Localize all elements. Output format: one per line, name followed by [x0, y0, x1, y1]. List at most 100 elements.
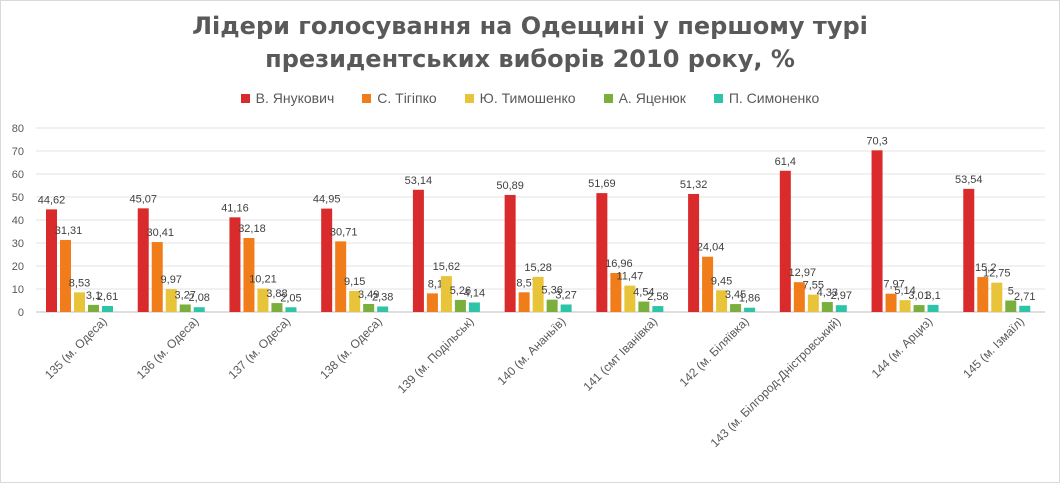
chart-title-line-1: Лідери голосування на Одещині у першому …: [192, 12, 868, 40]
data-label: 3,01: [908, 290, 929, 302]
chart-title-line-2: президентських виборів 2010 року, %: [265, 45, 795, 73]
category-label: 135 (м. Одеса): [42, 314, 110, 382]
data-label: 12,75: [983, 268, 1011, 280]
y-tick-label: 0: [18, 307, 24, 319]
bar: [137, 208, 149, 312]
data-label: 2,71: [1014, 291, 1035, 303]
bar: [518, 292, 530, 312]
data-label: 3,45: [725, 289, 746, 301]
y-tick-label: 70: [12, 146, 24, 158]
data-label: 70,3: [866, 135, 887, 147]
bar: [335, 241, 347, 312]
category-label: 145 (м. Ізмаїл): [960, 314, 1027, 381]
data-label: 7,55: [803, 280, 824, 292]
data-label: 3,27: [555, 289, 576, 301]
bar: [412, 189, 424, 312]
data-label: 31,31: [55, 225, 83, 237]
bar: [229, 217, 241, 312]
data-label: 2,38: [372, 292, 393, 304]
data-label: 2,05: [280, 292, 301, 304]
chart-title: Лідери голосування на Одещині у першому …: [0, 10, 1060, 76]
category-label: 141 (смт Іванівка): [580, 314, 660, 394]
bar: [102, 305, 113, 312]
bar: [504, 194, 516, 312]
bar: [285, 307, 297, 312]
data-label: 5,36: [541, 285, 562, 297]
data-label: 8,53: [69, 277, 90, 289]
data-label: 9,97: [161, 274, 182, 286]
data-label: 5: [1008, 286, 1014, 298]
data-label: 5,26: [450, 285, 471, 297]
bar: [271, 303, 283, 312]
y-tick-label: 20: [12, 261, 24, 273]
data-label: 2,61: [97, 291, 118, 303]
bar: [560, 304, 572, 312]
data-label: 5,14: [894, 285, 915, 297]
legend-swatch: [464, 93, 474, 103]
bar: [426, 293, 438, 312]
bar: [899, 300, 911, 312]
data-label: 4,54: [633, 287, 654, 299]
data-label: 1,86: [739, 293, 760, 305]
data-label: 3,88: [266, 288, 287, 300]
category-label: 136 (м. Одеса): [134, 314, 202, 382]
legend-item-4: П. Симоненко: [713, 90, 820, 106]
bar: [468, 302, 480, 312]
legend-swatch: [240, 93, 250, 103]
legend-item-2: Ю. Тимошенко: [464, 90, 576, 106]
legend-label: С. Тігіпко: [377, 90, 437, 106]
bar: [321, 208, 333, 312]
data-label: 15,2: [975, 262, 996, 274]
bar: [60, 239, 71, 312]
bar: [88, 304, 99, 312]
data-label: 41,16: [221, 202, 249, 214]
bar: [730, 304, 742, 312]
legend-label: П. Симоненко: [728, 90, 820, 106]
legend-item-1: С. Тігіпко: [362, 90, 437, 106]
legend-item-0: В. Янукович: [240, 90, 334, 106]
bar: [46, 209, 57, 312]
bar: [885, 293, 897, 312]
y-tick-label: 80: [12, 123, 24, 135]
data-label: 10,21: [249, 274, 277, 286]
category-label: 142 (м. Біляївка): [677, 314, 752, 389]
bar: [638, 301, 650, 312]
data-label: 30,71: [330, 226, 358, 238]
bar: [793, 282, 805, 312]
legend-swatch: [713, 93, 723, 103]
bar: [652, 306, 664, 312]
data-label: 4,14: [464, 287, 485, 299]
bar: [744, 307, 756, 312]
bar: [243, 237, 255, 312]
bar: [363, 303, 375, 312]
chart-legend: В. Янукович С. Тігіпко Ю. Тимошенко А. Яцен…: [0, 90, 1060, 106]
category-label: 140 (м. Ананьїв): [495, 314, 569, 388]
data-label: 2,97: [831, 290, 852, 302]
category-label: 139 (м. Подільськ): [395, 314, 477, 396]
bar: [74, 292, 85, 312]
legend-swatch: [362, 93, 372, 103]
data-label: 12,97: [789, 267, 817, 279]
bar: [257, 288, 269, 312]
data-label: 9,45: [711, 275, 732, 287]
y-tick-label: 10: [12, 284, 24, 296]
data-label: 2,08: [189, 292, 210, 304]
bar: [835, 305, 847, 312]
data-label: 24,04: [697, 242, 725, 254]
data-label: 51,32: [680, 179, 708, 191]
data-label: 51,69: [588, 178, 616, 190]
data-label: 45,07: [129, 193, 157, 205]
bar: [807, 294, 819, 312]
data-label: 15,28: [524, 262, 552, 274]
bar: [927, 304, 939, 312]
legend-label: А. Яценюк: [618, 90, 686, 106]
data-label: 30,41: [146, 227, 174, 239]
data-label: 3,27: [175, 289, 196, 301]
y-tick-label: 50: [12, 192, 24, 204]
bar: [179, 304, 191, 312]
category-label: 138 (м. Одеса): [317, 314, 385, 382]
bar: [440, 276, 452, 312]
bar: [716, 290, 728, 312]
